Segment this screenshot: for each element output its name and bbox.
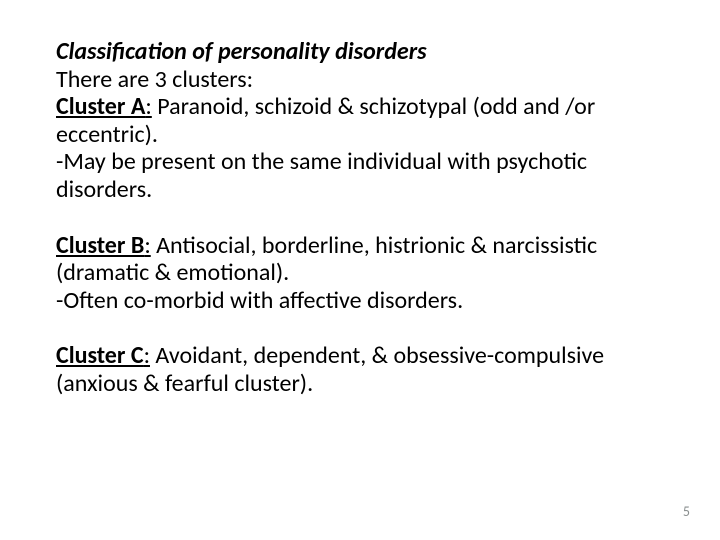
spacer bbox=[56, 204, 664, 232]
cluster-a-note: -May be present on the same individual w… bbox=[56, 148, 664, 203]
spacer bbox=[56, 314, 664, 342]
slide-title: Classification of personality disorders bbox=[56, 38, 664, 66]
cluster-a-line: Cluster A: Paranoid, schizoid & schizoty… bbox=[56, 93, 664, 148]
intro-line: There are 3 clusters: bbox=[56, 66, 664, 94]
cluster-b-line: Cluster B: Antisocial, borderline, histr… bbox=[56, 232, 664, 287]
slide: Classification of personality disorders … bbox=[0, 0, 720, 540]
cluster-b-label-bold: Cluster B bbox=[56, 231, 144, 260]
cluster-c-label-bold: Cluster C bbox=[56, 341, 144, 370]
cluster-a-label-bold: Cluster A bbox=[56, 92, 145, 121]
cluster-c-line: Cluster C: Avoidant, dependent, & obsess… bbox=[56, 342, 664, 397]
cluster-b-note: -Often co-morbid with affective disorder… bbox=[56, 287, 664, 315]
page-number: 5 bbox=[683, 503, 690, 520]
